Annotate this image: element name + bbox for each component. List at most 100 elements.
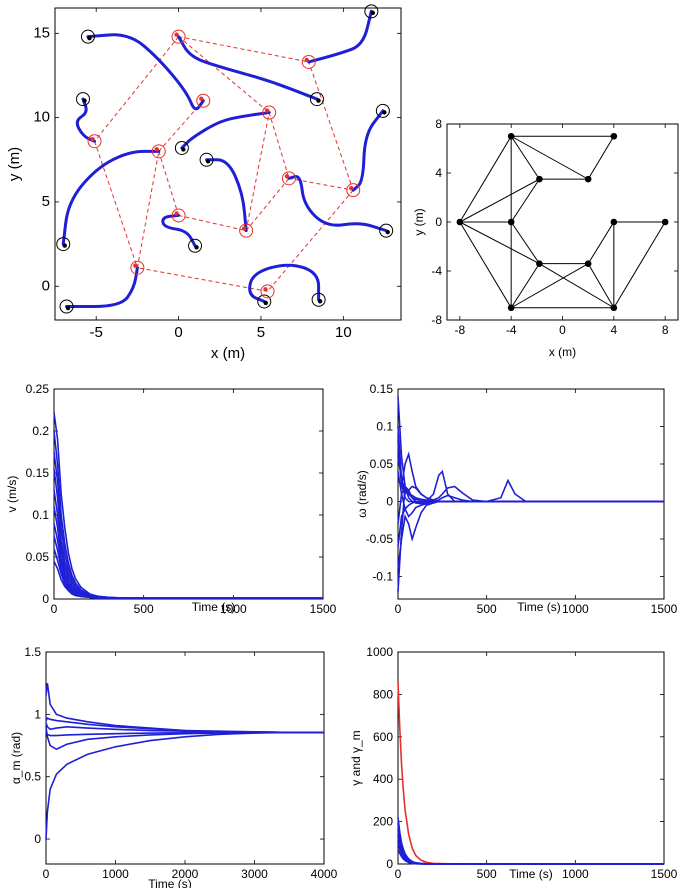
angular-velocity-xtick-label: 1000 <box>562 602 589 616</box>
angular-velocity-series-line <box>397 500 664 570</box>
alpha-m-ytick-label: 0 <box>34 832 41 846</box>
gamma-ytick-label: 600 <box>373 730 393 744</box>
robot-heading-dot <box>205 159 211 164</box>
communication-graph-xtick-label: 8 <box>662 323 669 337</box>
linear-velocity-series-line <box>53 430 323 599</box>
robot-trajectory <box>161 213 197 248</box>
graph-edge <box>587 135 615 180</box>
robot-heading-dot <box>370 10 376 16</box>
robot-trajectory <box>86 33 205 111</box>
angular-velocity-ytick-label: -0.05 <box>366 532 394 546</box>
graph-edge <box>510 178 540 223</box>
angular-velocity-ytick-label: 0.05 <box>370 457 394 471</box>
communication-graph-xtick-label: 4 <box>610 323 617 337</box>
alpha-m-xtick-label: 0 <box>43 867 50 881</box>
gamma-xlabel: Time (s) <box>509 867 553 881</box>
angular-velocity-ytick-label: 0.1 <box>376 420 393 434</box>
graph-node <box>536 175 543 183</box>
robot-trajectory <box>205 158 248 233</box>
angular-velocity-series-line <box>397 456 664 503</box>
linear-velocity-ytick-label: 0 <box>42 592 49 606</box>
communication-graph-xtick-label: -4 <box>506 323 517 337</box>
alpha-m-xlabel: Time (s) <box>148 877 192 888</box>
alpha-m-ytick-label: 1.5 <box>24 645 41 659</box>
communication-graph-axes: -8 -4 0 4 8 -8 -4 0 4 8 x (m) y (m) <box>412 117 679 359</box>
trajectories-xtick-label: 10 <box>335 324 352 341</box>
communication-graph-ytick-label: 4 <box>435 166 442 180</box>
gamma-xtick-label: 0 <box>395 867 402 881</box>
linear-velocity-axes: 0 500 1000 1500 0 0.05 0.1 0.15 0.2 0.25 Time (s) v… <box>5 382 337 616</box>
graph-edge <box>587 263 615 309</box>
trajectories-xtick-label: -5 <box>90 324 103 341</box>
robot-trajectory <box>65 266 139 309</box>
robot-start-marker <box>311 292 326 307</box>
robot-final-marker <box>130 260 145 275</box>
robot-start-marker <box>59 299 74 314</box>
formation-edge <box>158 151 180 216</box>
graph-edge <box>459 221 540 265</box>
robot-heading-dot <box>317 299 323 304</box>
gamma-ytick-label: 1000 <box>366 645 393 659</box>
graph-node <box>610 304 618 312</box>
robot-heading-dot <box>316 98 321 103</box>
linear-velocity-xtick-label: 1500 <box>310 602 337 616</box>
linear-velocity-series-line <box>53 548 323 599</box>
gamma-xtick-label: 500 <box>477 867 497 881</box>
graph-node <box>610 132 618 140</box>
graph-edge <box>459 135 512 223</box>
formation-edge <box>137 267 268 292</box>
linear-velocity-ytick-label: 0.2 <box>32 424 49 438</box>
gamma-plot-frame <box>397 651 665 865</box>
graph-edge <box>510 135 589 180</box>
linear-velocity-ytick-label: 0.15 <box>26 466 50 480</box>
robot-start-marker <box>379 223 394 238</box>
angular-velocity-series-line <box>397 478 664 503</box>
graph-edge <box>510 135 540 180</box>
linear-velocity-series-line <box>53 451 323 599</box>
robot-final-dot <box>154 147 159 152</box>
graph-edge <box>510 263 589 309</box>
gamma-series-line <box>397 823 664 865</box>
graph-edge <box>459 221 512 309</box>
gamma-series-line <box>397 817 664 865</box>
robot-final-dot <box>90 137 95 142</box>
gamma-ytick-label: 200 <box>373 815 393 829</box>
robot-final-marker <box>87 134 102 149</box>
formation-edge <box>178 214 247 232</box>
trajectories-ytick-label: 5 <box>42 193 50 210</box>
robot-trajectory <box>180 111 271 150</box>
gamma-series-line <box>397 836 664 865</box>
gamma-ytick-label: 800 <box>373 687 393 701</box>
angular-velocity-xtick-label: 0 <box>395 602 402 616</box>
angular-velocity-ytick-label: -0.1 <box>372 570 393 584</box>
robot-heading-dot <box>82 98 87 103</box>
alpha-m-series-line <box>45 731 324 840</box>
angular-velocity-series-line <box>397 500 664 547</box>
angular-velocity-xtick-label: 1500 <box>651 602 678 616</box>
linear-velocity-series-line <box>53 560 323 599</box>
robot-final-marker <box>171 208 186 223</box>
robot-final-marker <box>260 284 275 299</box>
communication-graph-xtick-label: 0 <box>559 323 566 337</box>
robot-final-marker <box>239 223 254 238</box>
angular-velocity-xlabel: Time (s) <box>517 600 561 614</box>
robot-trajectory <box>287 175 388 233</box>
linear-velocity-xtick-label: 500 <box>134 602 154 616</box>
robot-start-marker <box>375 103 390 118</box>
robot-heading-dot <box>263 300 268 306</box>
gamma-series-line <box>397 848 664 865</box>
robot-start-marker <box>188 238 203 253</box>
formation-edge <box>308 61 354 191</box>
alpha-m-ytick-label: 0.5 <box>24 770 41 784</box>
robot-start-marker <box>80 29 95 44</box>
robot-final-dot <box>174 211 179 216</box>
graph-node <box>584 260 592 267</box>
formation-edge <box>178 36 270 113</box>
alpha-m-ytick-label: 1 <box>34 707 41 721</box>
formation-edge <box>245 112 270 231</box>
graph-node <box>536 260 543 267</box>
robot-trajectory <box>307 9 373 64</box>
angular-velocity-ytick-label: 0 <box>386 495 393 509</box>
graph-edge <box>510 221 540 264</box>
